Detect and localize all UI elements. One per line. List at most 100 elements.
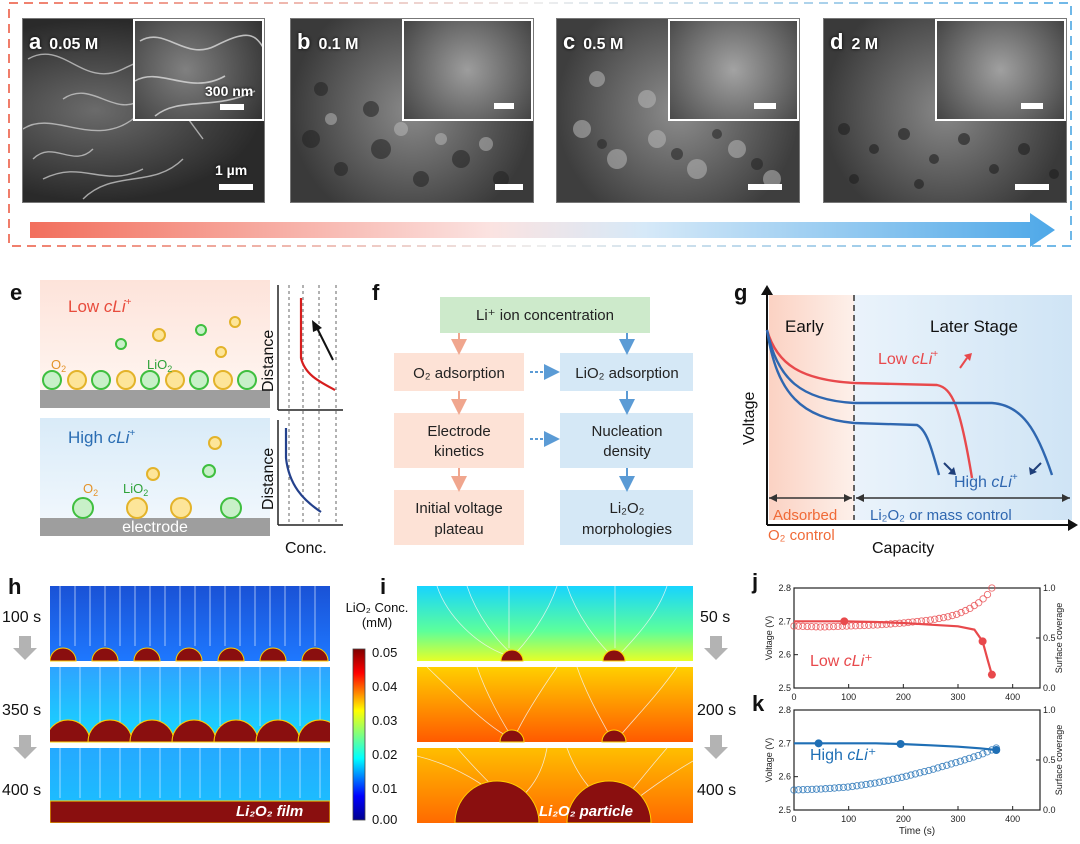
x-tick-label: 100 <box>841 692 856 702</box>
y-right-axis-label: Surface coverage <box>1054 725 1064 796</box>
panel-letter-k: k <box>752 691 765 716</box>
scale-bar-inset-d <box>1021 103 1043 109</box>
coverage-point <box>821 623 829 631</box>
coverage-point <box>790 622 798 630</box>
time-arrows-h <box>13 636 37 759</box>
scale-bar-inset-b <box>494 103 514 109</box>
time-h-2: 350 s <box>2 702 42 719</box>
time-h-3: 400 s <box>2 782 42 799</box>
coverage-point <box>839 783 848 792</box>
high-cli-label: High cLi+ <box>68 428 135 447</box>
coverage-point <box>953 610 961 619</box>
scale-bar-main-d <box>1015 184 1049 190</box>
voltage-marker <box>978 637 987 646</box>
svg-text:0.01: 0.01 <box>372 781 397 796</box>
scale-bar-inset-c <box>754 103 776 109</box>
scale-bar-main-c <box>748 184 782 190</box>
lio2-label-high: LiO2 <box>123 481 148 498</box>
coverage-point <box>952 758 960 767</box>
y-tick-label: 2.8 <box>778 705 791 715</box>
lio2-adsorption-box <box>560 353 693 391</box>
film-label: Li₂O₂ film <box>236 803 303 820</box>
panel-h-simulation: Li₂O₂ film <box>50 586 330 823</box>
adsorbed-label-1: Adsorbed <box>773 507 837 524</box>
voltage-line <box>794 620 993 675</box>
svg-text:Initial voltage: Initial voltage <box>415 500 503 517</box>
high-cli-curve-2 <box>765 329 941 476</box>
time-i-3: 400 s <box>697 782 737 799</box>
distance-label-bottom: Distance <box>260 448 277 510</box>
later-region <box>854 295 1072 520</box>
panel-letter-f: f <box>372 280 380 305</box>
coverage-point <box>983 590 992 599</box>
coverage-point <box>988 584 996 592</box>
low-cli-curve <box>765 329 974 479</box>
svg-text:Electrode: Electrode <box>427 423 490 440</box>
y-axis-label: Voltage (V) <box>764 616 774 661</box>
coverage-point <box>889 775 897 783</box>
svg-text:0.05: 0.05 <box>372 648 397 660</box>
coverage-point <box>875 778 884 786</box>
electrode-top <box>40 390 270 408</box>
scale-label-main-a: 1 µm <box>215 162 248 178</box>
coverage-point <box>847 622 855 630</box>
coverage-point <box>866 780 875 788</box>
voltage-marker <box>840 617 849 626</box>
time-i-2: 200 s <box>697 702 737 719</box>
x-tick-label: 100 <box>841 814 856 824</box>
coverage-point <box>830 784 839 792</box>
y-tick-label: 2.6 <box>778 772 791 782</box>
sem-texture-c <box>573 71 781 188</box>
coverage-point <box>975 599 983 607</box>
x-tick-label: 400 <box>1005 814 1020 824</box>
coverage-point <box>799 786 807 794</box>
x-tick-label: 300 <box>950 692 965 702</box>
svg-text:Li₂O₂: Li₂O₂ <box>610 500 645 517</box>
svg-text:0.04: 0.04 <box>372 679 397 694</box>
li-ion-text: Li⁺ ion concentration <box>476 307 614 324</box>
panel-letter-i: i <box>380 574 387 599</box>
x-tick-label: 400 <box>1005 692 1020 702</box>
coverage-point <box>834 622 842 631</box>
x-tick-label: 0 <box>791 814 796 824</box>
coverage-point <box>970 753 978 761</box>
trend-arrowhead <box>312 320 322 332</box>
svg-text:kinetics: kinetics <box>434 443 484 460</box>
coverage-point <box>887 620 895 628</box>
coverage-point <box>857 781 866 789</box>
high-cli-curve-label: High cLi+ <box>954 472 1018 491</box>
low-profile-curve <box>299 298 336 391</box>
y-tick-label: 2.5 <box>778 683 791 693</box>
coverage-point <box>898 773 906 781</box>
coverage-point <box>812 623 820 631</box>
coverage-point <box>944 613 952 621</box>
time-i-1: 50 s <box>700 609 731 626</box>
coverage-point <box>961 606 970 615</box>
y-right-tick-label: 1.0 <box>1043 705 1056 715</box>
coverage-point <box>844 783 852 791</box>
x-tick-label: 200 <box>896 692 911 702</box>
coverage-point <box>803 622 811 631</box>
voltage-label-g: Voltage <box>741 392 758 445</box>
sem-image-a: a 0.05 M 300 nm 1 µm <box>22 18 265 203</box>
low-cli-label: Low cLi+ <box>68 297 132 316</box>
coverage-point <box>803 785 812 794</box>
dashed-frame <box>8 2 1072 247</box>
coverage-point <box>790 786 798 794</box>
x-tick-label: 0 <box>791 692 796 702</box>
chart-k: 0 100 200 300 400 2.5 2.6 2.7 2.8 0.0 0.5 1.0 Voltag… <box>764 705 1064 837</box>
sem-texture-b <box>302 82 509 187</box>
coverage-point <box>799 622 807 630</box>
y-tick-label: 2.6 <box>778 650 791 660</box>
coverage-point <box>902 772 911 780</box>
coverage-point <box>821 785 830 793</box>
panel-i-simulation: Li₂O₂ particle <box>417 586 693 823</box>
coverage-point <box>948 611 956 620</box>
y-tick-label: 2.7 <box>778 738 791 748</box>
coverage-point <box>835 784 843 792</box>
low-cli-curve-label: Low cLi+ <box>878 349 938 368</box>
plot-frame <box>793 587 1041 689</box>
sem-inset-c <box>668 19 799 121</box>
coverage-point <box>979 595 987 603</box>
nucleation-box <box>560 413 693 468</box>
